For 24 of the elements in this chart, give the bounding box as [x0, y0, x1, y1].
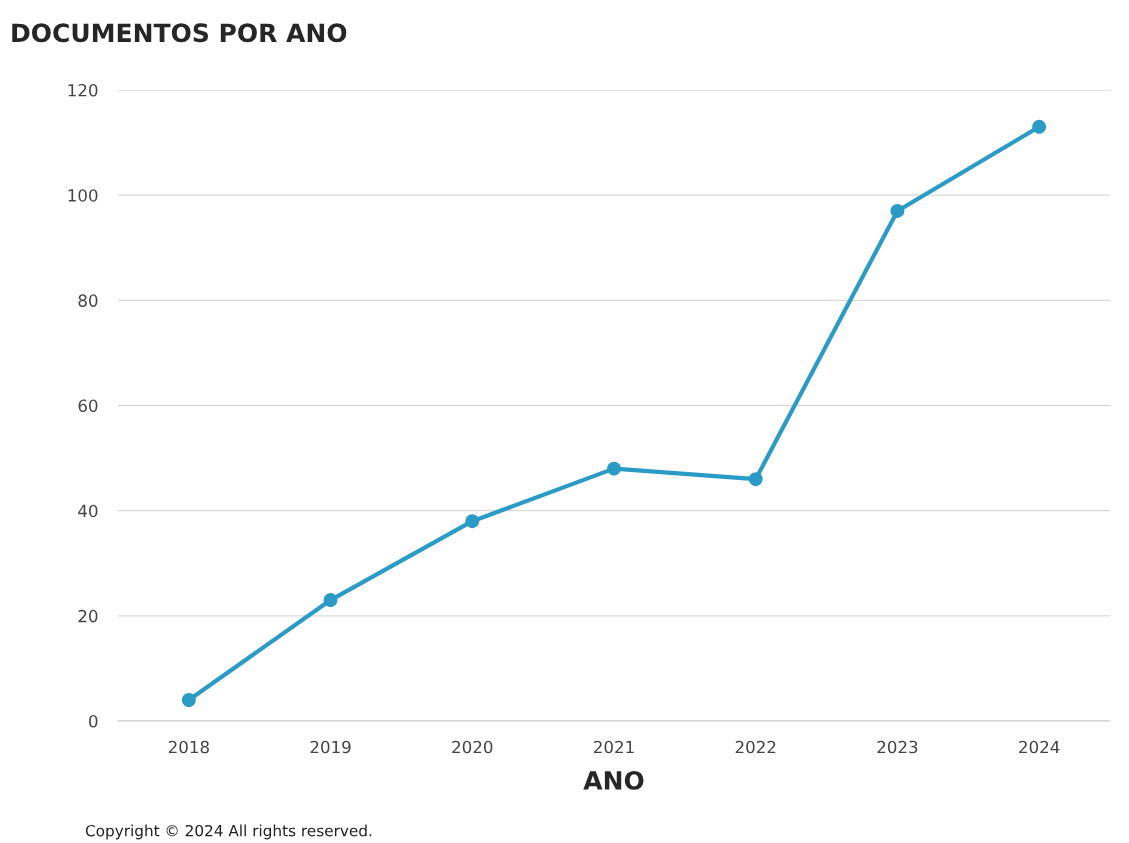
x-tick-label: 2021: [594, 740, 634, 754]
point: [890, 204, 905, 218]
text: Copyright © 2024 All rights reserved.: [85, 824, 372, 840]
x-tick-label: 2018: [168, 740, 209, 754]
point: [748, 472, 763, 487]
x-tick-label: 2019: [310, 740, 351, 754]
y-tick-label: 120: [68, 83, 98, 97]
point: [1032, 119, 1047, 134]
y-tick-label: 0: [89, 714, 98, 728]
x-tick-label: 2022: [735, 740, 776, 754]
point: [181, 693, 196, 707]
chart-title: DOCUMENTOS POR ANO: [12, 23, 347, 43]
x-axis-title: ANO: [583, 770, 644, 790]
point: [465, 514, 480, 529]
x-tick-label: 2020: [452, 740, 493, 754]
y-tick-label: 60: [78, 399, 98, 413]
x-tick-label: 2023: [877, 740, 918, 754]
y-tick-label: 20: [78, 609, 98, 623]
y-tick-label: 100: [68, 189, 98, 202]
y-tick-label: 40: [78, 504, 98, 518]
point: [323, 593, 338, 607]
x-tick-label: 2024: [1019, 740, 1060, 754]
y-tick-label: 80: [78, 294, 98, 307]
point: [607, 461, 621, 476]
